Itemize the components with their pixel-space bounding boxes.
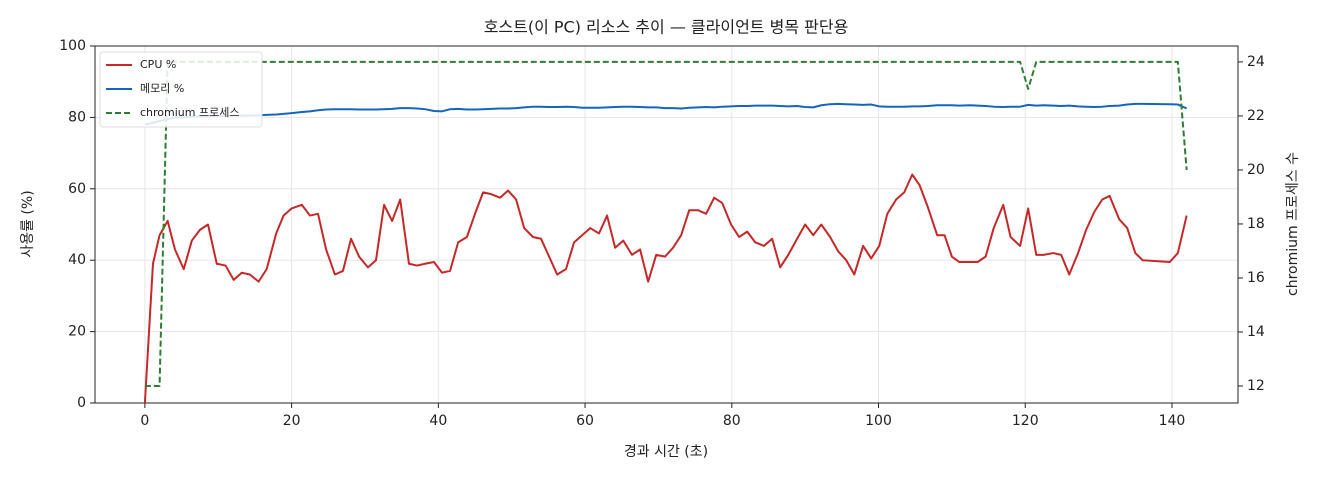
x-tick-label: 60 [576, 413, 594, 429]
y2-tick-label: 18 [1247, 216, 1265, 232]
x-tick-label: 40 [429, 413, 447, 429]
y-tick-label: 100 [59, 38, 86, 54]
y-tick-label: 20 [68, 324, 86, 340]
x-tick-label: 20 [283, 413, 301, 429]
y-tick-label: 40 [68, 252, 86, 268]
legend-label: chromium 프로세스 [140, 106, 239, 119]
chart-title: 호스트(이 PC) 리소스 추이 — 클라이언트 병목 판단용 [484, 18, 849, 37]
x-tick-label: 100 [865, 413, 892, 429]
y2-tick-label: 14 [1247, 324, 1265, 340]
x-tick-label: 80 [723, 413, 741, 429]
y2-tick-label: 20 [1247, 162, 1265, 178]
y2-tick-label: 12 [1247, 378, 1265, 394]
y-axis-label: 사용률 (%) [20, 190, 36, 257]
y-tick-label: 0 [77, 395, 86, 411]
x-tick-label: 120 [1012, 413, 1039, 429]
series-line [143, 173, 1188, 404]
y2-axis-label: chromium 프로세스 수 [1285, 152, 1301, 296]
plot-frame [94, 45, 1239, 404]
y2-tick-label: 24 [1247, 54, 1265, 70]
x-tick-label: 140 [1159, 413, 1186, 429]
y2-tick-label: 16 [1247, 270, 1265, 286]
series-line [144, 102, 1188, 126]
series-line [144, 60, 1188, 387]
x-axis-label: 경과 시간 (초) [624, 444, 708, 460]
x-tick-label: 0 [140, 413, 149, 429]
y-tick-label: 80 [68, 109, 86, 125]
y-tick-label: 60 [68, 181, 86, 197]
legend-box [99, 51, 263, 128]
legend-label: CPU % [140, 58, 176, 71]
legend-label: 메모리 % [140, 82, 184, 95]
y2-tick-label: 22 [1247, 108, 1265, 124]
